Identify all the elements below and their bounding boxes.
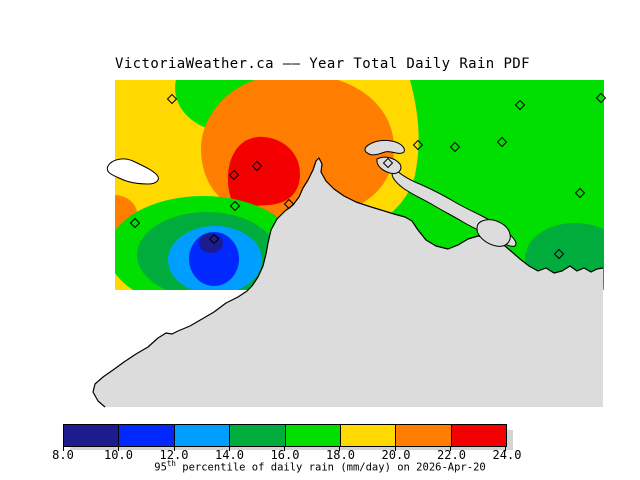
colorbar-tick-label: 16.0: [270, 448, 300, 462]
contour-red-max: [227, 136, 300, 209]
landmass-harbour-blob: [476, 219, 511, 247]
station-marker-diamond: [251, 160, 263, 172]
station-marker-diamond: [574, 187, 586, 199]
station-marker-diamond: [283, 198, 295, 210]
colorbar-tick-label: 8.0: [52, 448, 74, 462]
landmass-south: [93, 158, 603, 407]
colorbar: [63, 424, 507, 447]
colorbar-ticks: [63, 446, 507, 451]
landmass-inlet-south: [376, 156, 402, 174]
colorbar-segment: [451, 425, 506, 446]
island-outline-west: [106, 158, 159, 185]
colorbar-segment: [119, 425, 175, 446]
colorbar-tick: [339, 446, 341, 451]
station-marker-diamond: [595, 92, 607, 104]
colorbar-segment: [396, 425, 452, 446]
coastline: [92, 157, 604, 408]
station-marker-diamond: [228, 169, 240, 181]
weather-contour-map: [92, 80, 607, 408]
caption-superscript: th: [166, 459, 176, 468]
caption-rest: percentile of daily rain (mm/day) on 202…: [175, 461, 486, 474]
colorbar-tick: [63, 446, 64, 451]
colorbar-tick: [118, 446, 120, 451]
landmass-inlet-north: [364, 139, 405, 156]
contour-navy-minimum: [199, 233, 223, 253]
station-marker-diamond: [449, 141, 461, 153]
colorbar-tick-label: 10.0: [104, 448, 133, 462]
colorbar-tick: [505, 446, 506, 451]
colorbar-segment: [64, 425, 120, 446]
colorbar-tick: [228, 446, 230, 451]
colorbar-segment: [230, 425, 286, 446]
colorbar-tick-label: 24.0: [492, 448, 522, 462]
colorbar-tick-label: 14.0: [215, 448, 244, 462]
map-title: VictoriaWeather.ca —— Year Total Daily R…: [115, 56, 530, 72]
station-marker-diamond: [514, 99, 526, 111]
colorbar-segment: [340, 425, 397, 446]
colorbar-tick: [394, 446, 396, 451]
colorbar-segment: [174, 425, 231, 446]
caption-prefix: 95: [154, 461, 167, 474]
colorbar-segment: [285, 425, 341, 446]
colorbar-tick-label: 18.0: [326, 448, 355, 462]
station-marker-diamond: [208, 233, 220, 245]
station-marker-diamond: [229, 200, 241, 212]
colorbar-tick-label: 22.0: [437, 448, 466, 462]
colorbar-tick-label: 20.0: [381, 448, 411, 462]
colorbar-tick: [284, 446, 285, 451]
colorbar-tick: [173, 446, 175, 451]
colorbar-tick: [449, 446, 451, 451]
station-markers: [129, 92, 607, 260]
station-marker-diamond: [166, 93, 178, 105]
colorbar-tick-label: 12.0: [159, 448, 189, 462]
colorbar-labels: 8.0 10.0 12.0 14.0 16.0 18.0 20.0 22.0 24.0: [52, 448, 521, 462]
colorbar-caption: 95th percentile of daily rain (mm/day) o…: [0, 459, 640, 474]
station-marker-diamond: [412, 139, 424, 151]
station-marker-diamond: [553, 248, 565, 260]
station-marker-diamond: [382, 157, 394, 169]
station-marker-diamond: [496, 136, 508, 148]
station-marker-diamond: [129, 217, 141, 229]
